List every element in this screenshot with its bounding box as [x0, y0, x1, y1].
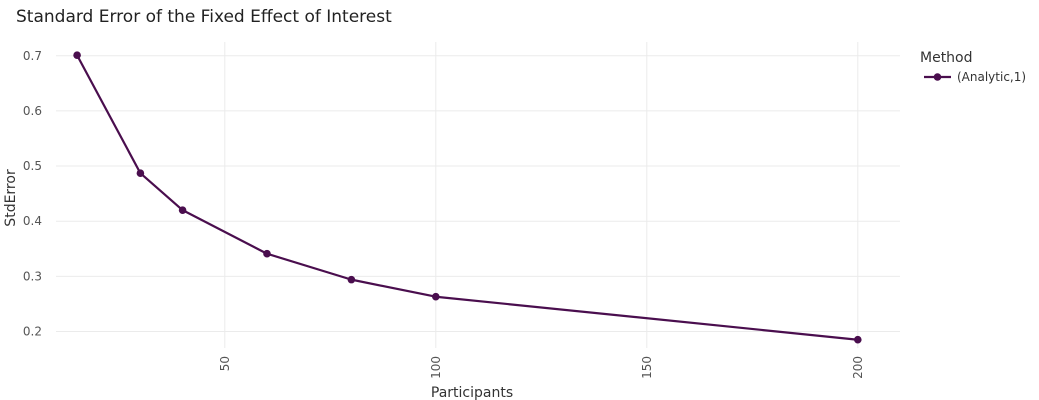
- legend-items: (Analytic,1): [924, 70, 1026, 84]
- x-tick-label: 200: [851, 356, 865, 379]
- data-point[interactable]: [178, 206, 187, 214]
- data-point[interactable]: [73, 51, 81, 60]
- y-tick-label: 0.5: [23, 159, 42, 173]
- series-layer: [73, 51, 862, 344]
- series-line: [76, 54, 858, 341]
- legend-label[interactable]: (Analytic,1): [957, 70, 1026, 84]
- y-tick-label: 0.7: [23, 49, 42, 63]
- x-tick-label: 50: [218, 356, 232, 371]
- y-tick-label: 0.6: [23, 104, 42, 118]
- y-tick-label: 0.2: [23, 324, 42, 338]
- legend: Method (Analytic,1): [920, 50, 1026, 84]
- tick-layer: 0.2 0.3 0.4 0.5 0.6 0.7 50 100 150 200: [23, 49, 865, 379]
- y-tick-label: 0.3: [23, 269, 42, 283]
- data-point[interactable]: [347, 275, 356, 284]
- legend-title: Method: [920, 50, 973, 66]
- grid-layer: [56, 42, 900, 348]
- x-axis-title: Participants: [431, 385, 513, 400]
- x-tick-label: 150: [640, 356, 654, 379]
- data-point[interactable]: [432, 292, 440, 301]
- data-point[interactable]: [854, 335, 862, 344]
- y-tick-label: 0.4: [23, 214, 42, 228]
- legend-marker: [933, 73, 942, 81]
- data-point[interactable]: [263, 249, 271, 258]
- chart-title: Standard Error of the Fixed Effect of In…: [16, 7, 392, 27]
- data-point[interactable]: [136, 169, 145, 178]
- x-tick-label: 100: [429, 356, 443, 379]
- y-axis-title: StdError: [3, 169, 19, 227]
